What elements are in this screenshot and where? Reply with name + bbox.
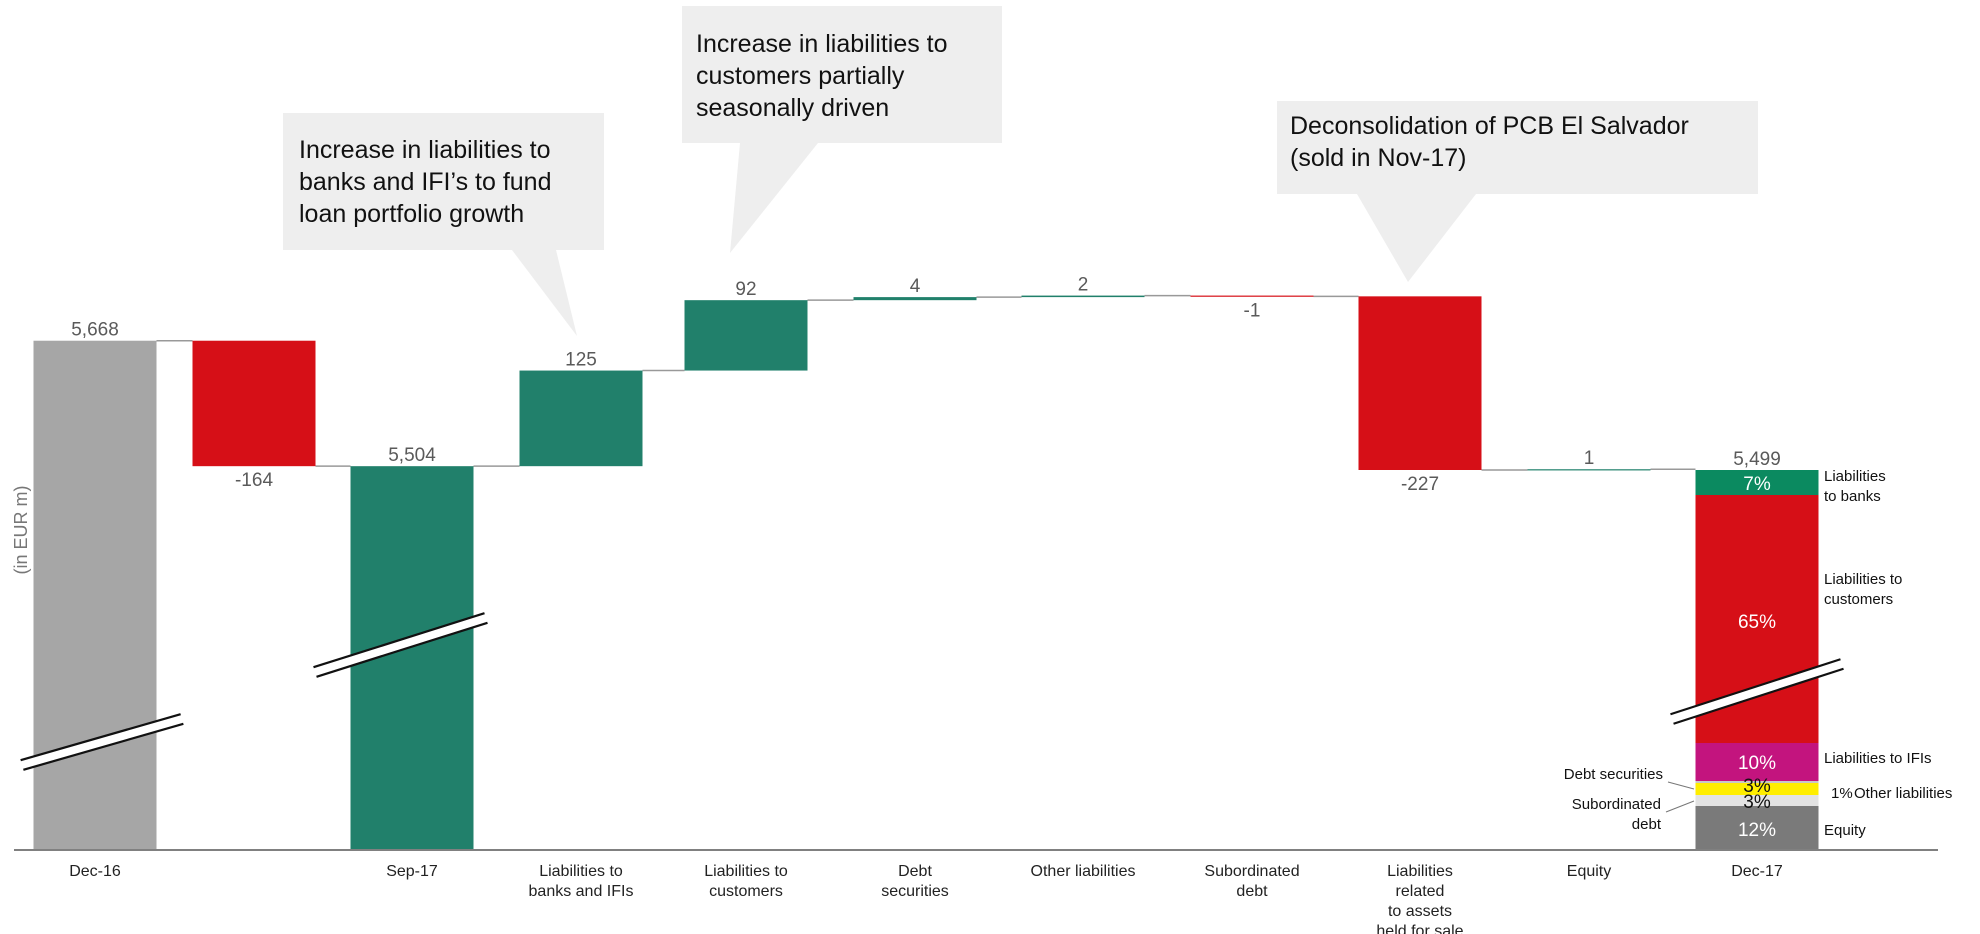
segment-pct-debt-securities: 3%: [1743, 776, 1771, 797]
axis-break-line: [1673, 667, 1844, 725]
callout-pointer: [512, 250, 577, 336]
callout-box: [283, 113, 604, 250]
callout-3: Deconsolidation of PCB El Salvador (sold …: [1277, 101, 1758, 282]
callout-pointer: [1357, 194, 1476, 282]
category-label: Other liabilities: [1031, 863, 1136, 880]
value-label: 5,504: [388, 445, 436, 466]
category-label: Liabilities to customers: [704, 863, 788, 900]
bars: [33, 295, 1651, 850]
value-label: 5,499: [1733, 449, 1781, 470]
axis-break-line: [1670, 658, 1841, 716]
dec17-stacked-bar: 7%65%10%3%3%12%1%Liabilities to banksLiab…: [1564, 468, 1952, 850]
segment-label-liabilities-to-customers: Liabilities to customers: [1824, 571, 1902, 608]
axis-break-line: [20, 713, 181, 762]
segment-pct-subordinated-debt: 3%: [1743, 792, 1771, 813]
callout-1: Increase in liabilities to banks and IFI’…: [283, 113, 604, 336]
segment-subordinated-debt: [1695, 795, 1819, 806]
category-label: Subordinated debt: [1204, 863, 1299, 900]
segment-liabilities-to-ifis: [1695, 743, 1819, 781]
callout-box: [682, 6, 1002, 143]
value-labels: 5,668 -164 5,504 125 92 4 2 -1 -227 1 5,499: [71, 275, 1781, 495]
y-axis-label: (in EUR m): [11, 486, 31, 575]
bar-other-liabilities: [1021, 295, 1145, 298]
callout-text: Increase in liabilities to customers part…: [696, 30, 948, 122]
callout-pointer: [730, 143, 818, 253]
callout-2: Increase in liabilities to customers part…: [682, 6, 1002, 253]
category-label: Dec-17: [1731, 863, 1783, 880]
leader-line-subordinated-debt: [1665, 800, 1695, 813]
value-label: -1: [1244, 300, 1261, 321]
segment-debt-securities: [1695, 783, 1819, 795]
segment-equity: [1695, 806, 1819, 850]
segment-pct-other-liabilities: 1%: [1831, 785, 1853, 802]
bar-equity: [1527, 469, 1651, 471]
annotation-callouts: Increase in liabilities to banks and IFI’…: [283, 6, 1758, 336]
axis-break-line: [23, 722, 184, 771]
value-label: 2: [1078, 275, 1089, 296]
axis-break-mark: [1670, 658, 1844, 725]
segment-pct-equity: 12%: [1738, 820, 1776, 841]
bar-change: [192, 340, 316, 467]
value-label: -164: [235, 470, 273, 491]
value-label: 125: [565, 350, 597, 371]
axis-break-mark: [20, 713, 184, 771]
segment-label-other-liabilities: Other liabilities: [1854, 785, 1952, 802]
value-label: 4: [910, 276, 921, 297]
bar-subordinated-debt: [1190, 295, 1314, 297]
bar-connectors: [156, 294, 1696, 471]
bar-debt-securities: [853, 297, 977, 301]
bar-liabilities-to-banks-and-ifis: [519, 370, 643, 467]
category-label: Dec-16: [69, 863, 121, 880]
category-label: Debt securities: [881, 863, 949, 900]
leader-line-debt-securities: [1667, 781, 1695, 790]
segment-label-liabilities-to-banks: Liabilities to banks: [1824, 468, 1886, 505]
callout-text: Deconsolidation of PCB El Salvador (sold …: [1290, 112, 1689, 172]
bar-liabilities-to-customers: [684, 300, 808, 371]
segment-label-debt-securities: Debt securities: [1564, 766, 1663, 783]
axis-break-marks: [20, 612, 1844, 771]
segment-pct-liabilities-to-banks: 7%: [1743, 474, 1771, 495]
category-label: Sep-17: [386, 863, 438, 880]
value-label: 92: [735, 279, 756, 300]
callout-text: Increase in liabilities to banks and IFI’…: [299, 136, 551, 228]
category-label: Equity: [1567, 863, 1611, 880]
axis-break-line: [313, 612, 485, 669]
segment-pct-liabilities-to-customers: 65%: [1738, 612, 1776, 633]
axis-break-line: [316, 621, 488, 678]
category-labels: Dec-16 Sep-17 Liabilities to banks and IFIs…: [69, 863, 1783, 934]
segment-label-subordinated-debt: Subordinated debt: [1572, 796, 1662, 833]
value-label: 5,668: [71, 320, 119, 341]
segment-label-liabilities-to-ifis: Liabilities to IFIs: [1824, 750, 1932, 767]
axis-break-gap: [20, 714, 184, 770]
value-label: 1: [1584, 448, 1595, 469]
axis-break-mark: [313, 612, 488, 678]
segment-pct-liabilities-to-ifis: 10%: [1738, 753, 1776, 774]
axis-break-gap: [313, 613, 488, 677]
bar-dec-16: [33, 340, 157, 850]
segment-label-equity: Equity: [1824, 822, 1866, 839]
callout-box: [1277, 101, 1758, 194]
bar-liabilities-related-to-assets-held-for-sale: [1358, 296, 1482, 470]
axis-break-gap: [1670, 659, 1844, 724]
category-label: Liabilities to banks and IFIs: [529, 863, 634, 900]
segment-other-liabilities: [1695, 781, 1819, 783]
segment-liabilities-to-banks: [1695, 470, 1819, 495]
category-label: Liabilities related to assets held for sale: [1376, 863, 1463, 934]
value-label: -227: [1401, 474, 1439, 495]
